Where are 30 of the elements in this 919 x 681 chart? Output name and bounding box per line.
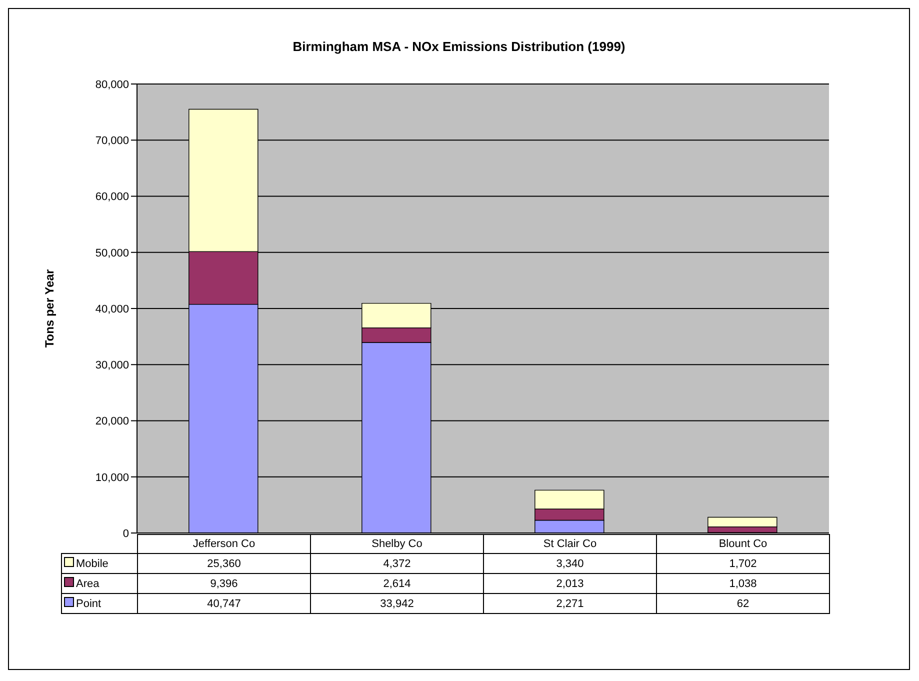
data-label: 4,372: [310, 554, 484, 574]
data-label: 2,271: [484, 594, 656, 614]
data-label: 1,702: [656, 554, 830, 574]
y-tick-label: 60,000: [95, 191, 129, 204]
x-tick-label: St Clair Co: [484, 534, 656, 554]
data-label: 40,747: [138, 594, 310, 614]
y-tick-label: 40,000: [95, 303, 129, 316]
y-tick-label: 30,000: [95, 360, 129, 372]
legend-label: Point: [62, 594, 138, 614]
data-label: 3,340: [484, 554, 656, 574]
x-tick-label: Shelby Co: [310, 534, 484, 554]
y-tick-label: 10,000: [95, 472, 129, 484]
y-axis-title: Tons per Year: [42, 269, 56, 348]
legend-label: Mobile: [62, 554, 138, 574]
y-tick-label: 80,000: [95, 78, 129, 91]
data-label: 2,013: [484, 574, 656, 594]
y-tick-label: 50,000: [95, 247, 129, 260]
data-label: 25,360: [138, 554, 310, 574]
x-tick-label: Jefferson Co: [138, 534, 310, 554]
chart-title: Birmingham MSA - NOx Emissions Distribution (1999): [292, 39, 626, 54]
y-tick-label: 0: [122, 528, 129, 540]
y-tick-label: 70,000: [95, 135, 129, 148]
data-label: 62: [656, 594, 830, 614]
legend-label: Area: [62, 574, 138, 594]
data-label: 2,614: [310, 574, 484, 594]
data-label: 33,942: [310, 594, 484, 614]
y-tick-label: 20,000: [95, 416, 129, 428]
data-label: 9,396: [138, 574, 310, 594]
x-tick-label: Blount Co: [656, 534, 830, 554]
data-label: 1,038: [656, 574, 830, 594]
